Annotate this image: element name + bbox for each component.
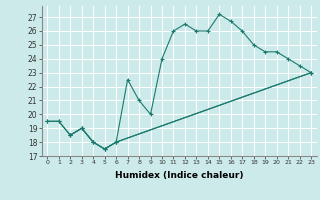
X-axis label: Humidex (Indice chaleur): Humidex (Indice chaleur) xyxy=(115,171,244,180)
